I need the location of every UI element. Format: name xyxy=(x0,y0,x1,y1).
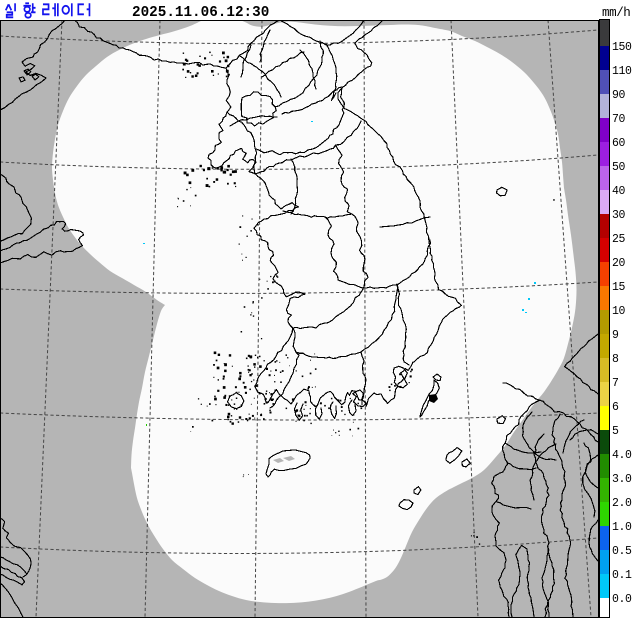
svg-text:4.0: 4.0 xyxy=(612,449,632,462)
svg-text:1.0: 1.0 xyxy=(612,521,632,534)
svg-text:5: 5 xyxy=(612,425,619,438)
svg-text:0.0: 0.0 xyxy=(612,593,632,606)
svg-text:15: 15 xyxy=(612,281,626,294)
svg-text:0.5: 0.5 xyxy=(612,545,632,558)
svg-text:2025.11.06.12:30: 2025.11.06.12:30 xyxy=(132,5,269,21)
svg-text:25: 25 xyxy=(612,233,626,246)
svg-text:40: 40 xyxy=(612,185,626,198)
svg-text:60: 60 xyxy=(612,137,626,150)
svg-text:50: 50 xyxy=(612,161,626,174)
svg-text:150: 150 xyxy=(612,41,632,54)
svg-text:mm/h: mm/h xyxy=(602,6,630,20)
svg-text:7: 7 xyxy=(612,377,619,390)
svg-text:110: 110 xyxy=(612,65,632,78)
svg-text:6: 6 xyxy=(612,401,619,414)
svg-text:3.0: 3.0 xyxy=(612,473,632,486)
svg-text:30: 30 xyxy=(612,209,626,222)
svg-text:9: 9 xyxy=(612,329,619,342)
svg-text:10: 10 xyxy=(612,305,626,318)
svg-text:20: 20 xyxy=(612,257,626,270)
svg-text:0.1: 0.1 xyxy=(612,569,632,582)
svg-text:90: 90 xyxy=(612,89,626,102)
svg-text:2.0: 2.0 xyxy=(612,497,632,510)
svg-text:8: 8 xyxy=(612,353,619,366)
svg-text:70: 70 xyxy=(612,113,626,126)
